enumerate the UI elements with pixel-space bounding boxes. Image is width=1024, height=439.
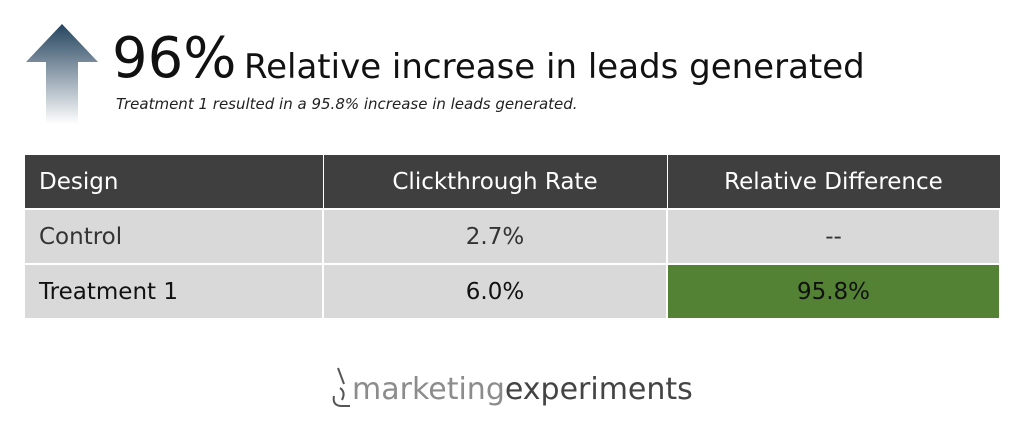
logo-text: experiments <box>504 372 693 407</box>
results-table: Design Clickthrough Rate Relative Differ… <box>25 155 1001 320</box>
title: Relative increase in leads generated <box>244 47 865 87</box>
header-row: Design Clickthrough Rate Relative Differ… <box>25 155 1001 209</box>
headline: 96% <box>112 26 237 91</box>
cell: -- <box>667 208 1001 265</box>
cell: 2.7% <box>323 208 668 265</box>
arrow-icon <box>26 24 98 124</box>
column-header: Relative Difference <box>667 155 1001 209</box>
logo-icon <box>332 367 350 407</box>
column-header: Clickthrough Rate <box>323 155 668 209</box>
column-header: Design <box>25 155 324 209</box>
row: Treatment 1 6.0% 95.8% <box>25 263 1001 320</box>
cell: 6.0% <box>323 263 668 320</box>
highlight-cell: 95.8% <box>667 263 1001 320</box>
logo-text: marketing <box>352 372 505 407</box>
subtitle: Treatment 1 resulted in a 95.8% increase… <box>116 95 578 113</box>
cell: Control <box>25 208 324 265</box>
cell: Treatment 1 <box>25 263 324 320</box>
logo: marketingexperiments <box>352 372 693 407</box>
row: Control 2.7% -- <box>25 208 1001 265</box>
